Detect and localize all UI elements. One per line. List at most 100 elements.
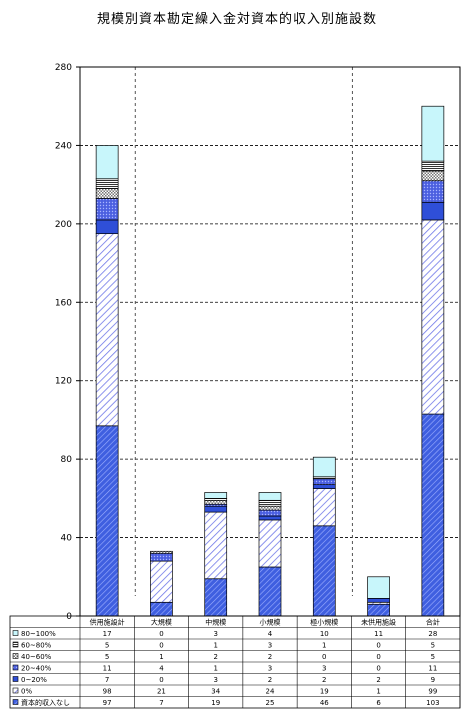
- category-label: 小規模: [260, 618, 281, 627]
- bar-segment: [367, 598, 390, 603]
- bar-segment: [95, 188, 119, 199]
- bar-segment: [258, 509, 282, 517]
- category-label: 中規模: [205, 618, 226, 627]
- table-value: 0: [376, 653, 380, 661]
- table-value: 0: [159, 630, 163, 638]
- category-label: 極小規模: [310, 618, 338, 627]
- bar-segment: [204, 511, 228, 580]
- legend-swatch: [12, 653, 19, 659]
- y-tick-label: 80: [61, 455, 73, 465]
- table-value: 2: [322, 676, 326, 684]
- bar-segment: [258, 505, 282, 511]
- bar-segment: [95, 198, 119, 221]
- table-value: 0: [159, 642, 163, 650]
- table-value: 28: [428, 630, 437, 638]
- legend-swatch: [12, 664, 19, 671]
- bar-segment: [150, 601, 173, 617]
- bar-segment: [95, 425, 119, 617]
- category-label: 未供用施設: [361, 618, 396, 627]
- table-value: 0: [376, 665, 380, 673]
- table-value: 3: [268, 665, 272, 673]
- category-label: 合計: [426, 618, 440, 627]
- bar-segment: [421, 413, 445, 617]
- legend-entry: 20~40%: [21, 665, 52, 673]
- bar-segment: [204, 505, 228, 513]
- table-value: 25: [266, 699, 275, 707]
- table-value: 103: [426, 699, 439, 707]
- legend-swatch: [12, 641, 19, 648]
- legend-swatch: [12, 676, 19, 682]
- y-tick-label: 160: [55, 298, 72, 308]
- bar-segment: [367, 576, 390, 599]
- table-value: 1: [213, 665, 217, 673]
- category-label: 供用施設計: [90, 618, 125, 627]
- table-value: 0: [322, 653, 326, 661]
- table-value: 21: [157, 688, 166, 696]
- y-tick-label: 120: [55, 377, 72, 387]
- table-value: 19: [211, 699, 220, 707]
- legend-entry: 60~80%: [21, 642, 52, 650]
- bar-segment: [312, 478, 336, 485]
- legend-swatch: [12, 630, 19, 636]
- table-value: 5: [431, 642, 435, 650]
- bar-segment: [150, 560, 173, 603]
- legend-entry: 0%: [21, 688, 32, 696]
- table-value: 0: [159, 676, 163, 684]
- bar-segment: [95, 145, 119, 180]
- bar-segment: [150, 552, 173, 562]
- table-value: 17: [103, 630, 112, 638]
- bar-segment: [312, 484, 336, 489]
- y-tick-label: 40: [61, 534, 73, 544]
- bar-segment: [421, 219, 445, 415]
- bar-segment: [258, 519, 282, 568]
- table-value: 2: [268, 653, 272, 661]
- table-value: 7: [105, 676, 109, 684]
- bar-segment: [204, 578, 228, 617]
- bar-segment: [421, 201, 445, 221]
- table-value: 19: [320, 688, 329, 696]
- bar-segment: [421, 105, 445, 162]
- table-value: 4: [268, 630, 273, 638]
- bar-segment: [204, 492, 228, 499]
- category-label: 大規模: [151, 618, 172, 627]
- y-tick-label: 0: [66, 612, 72, 622]
- table-value: 2: [213, 653, 217, 661]
- bar-segment: [95, 178, 119, 189]
- table-value: 1: [376, 688, 380, 696]
- bar-segment: [204, 499, 228, 505]
- table-value: 97: [103, 699, 112, 707]
- table-value: 3: [268, 642, 272, 650]
- bar-segment: [95, 233, 119, 427]
- table-value: 5: [431, 653, 435, 661]
- legend-swatch: [12, 687, 19, 694]
- legend-entry: 0~20%: [21, 676, 47, 684]
- chart-title: 規模別資本勘定繰入金対資本的収入別施設数: [96, 12, 377, 27]
- table-value: 4: [159, 665, 164, 673]
- y-tick-label: 280: [55, 63, 72, 73]
- y-tick-label: 200: [55, 220, 72, 230]
- legend-entry: 80~100%: [21, 630, 56, 638]
- bar-segment: [258, 499, 282, 507]
- bar-segment: [421, 160, 445, 172]
- table-value: 9: [431, 676, 435, 684]
- bar-segment: [367, 603, 390, 617]
- table-value: 11: [103, 665, 112, 673]
- y-tick-label: 240: [55, 141, 72, 151]
- table-value: 3: [213, 676, 217, 684]
- table-value: 11: [428, 665, 437, 673]
- table-value: 99: [428, 688, 437, 696]
- legend-swatch: [12, 699, 19, 705]
- bar-segment: [312, 456, 336, 478]
- table-value: 10: [320, 630, 329, 638]
- table-value: 24: [266, 688, 275, 696]
- bar-segment: [95, 219, 119, 235]
- table-value: 5: [105, 653, 109, 661]
- bar-segment: [421, 180, 445, 203]
- table-value: 11: [374, 630, 383, 638]
- legend-entry: 40~60%: [21, 653, 52, 661]
- legend-entry: 資本的収入なし: [21, 698, 70, 707]
- bar-segment: [150, 550, 173, 554]
- table-value: 3: [213, 630, 217, 638]
- table-value: 1: [213, 642, 217, 650]
